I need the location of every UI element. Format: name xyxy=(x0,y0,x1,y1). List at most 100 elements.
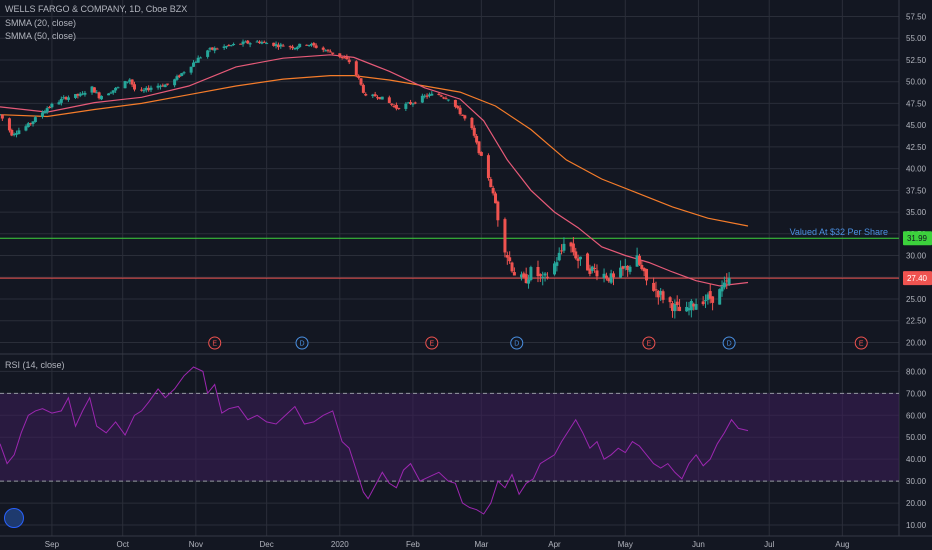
candle-body xyxy=(45,108,49,113)
candle-body xyxy=(128,79,132,82)
candle-body xyxy=(246,40,250,44)
candle-body xyxy=(123,81,127,89)
candle-body xyxy=(718,289,722,305)
rsi-band xyxy=(0,392,899,482)
candle-body xyxy=(486,155,490,179)
event-dividend-icon[interactable] xyxy=(510,336,524,350)
candle-body xyxy=(668,297,672,303)
candle-body xyxy=(444,98,448,100)
price-tick-label: 35.00 xyxy=(906,208,927,217)
candle-body xyxy=(274,44,278,47)
candle-body xyxy=(378,97,382,100)
candle-body xyxy=(116,87,120,89)
time-tick-label: Aug xyxy=(835,540,849,549)
candle-body xyxy=(293,47,297,50)
candle-body xyxy=(298,43,302,48)
candle-body xyxy=(628,266,632,272)
time-tick-label: Nov xyxy=(189,540,203,549)
time-tick-label: Oct xyxy=(116,540,129,549)
candle-body xyxy=(477,141,481,154)
candle-body xyxy=(276,44,280,48)
candle-body xyxy=(26,123,30,127)
candle-body xyxy=(149,87,153,90)
event-earnings-icon[interactable] xyxy=(642,336,656,350)
candle-body xyxy=(31,121,35,124)
rsi-tick-label: 60.00 xyxy=(906,411,927,420)
event-dividend-icon[interactable] xyxy=(722,336,736,350)
candle-body xyxy=(359,78,363,85)
rsi-line xyxy=(0,366,749,515)
candle-body xyxy=(255,41,259,43)
candle-body xyxy=(83,92,87,95)
candle-body xyxy=(262,41,266,43)
price-tick-label: 50.00 xyxy=(906,78,927,87)
candle-body xyxy=(512,272,516,276)
candle-body xyxy=(387,97,391,103)
candle-body xyxy=(708,291,712,299)
candle-body xyxy=(543,273,547,276)
candle-body xyxy=(66,97,70,100)
event-dividend-letter: D xyxy=(299,341,304,348)
candle-body xyxy=(678,306,682,312)
event-dividend-icon[interactable] xyxy=(295,336,309,350)
candle-body xyxy=(239,43,243,45)
rsi-tick-label: 40.00 xyxy=(906,455,927,464)
candle-body xyxy=(687,308,691,311)
candle-body xyxy=(392,105,396,107)
event-earnings-icon[interactable] xyxy=(854,336,868,350)
event-earnings-icon[interactable] xyxy=(208,336,222,350)
tradingview-logo-icon[interactable] xyxy=(4,508,24,528)
candle-body xyxy=(541,276,545,278)
candle-body xyxy=(479,152,483,156)
candle-body xyxy=(326,49,330,51)
candle-body xyxy=(635,255,639,267)
candle-body xyxy=(427,94,431,96)
moving-average-lines xyxy=(0,54,749,287)
candle-body xyxy=(529,267,533,280)
candle-body xyxy=(701,301,705,305)
candle-body xyxy=(460,114,464,116)
candle-body xyxy=(182,72,186,74)
candle-body xyxy=(652,282,656,291)
candle-body xyxy=(189,66,193,73)
candle-body xyxy=(475,136,479,143)
candle-body xyxy=(626,265,630,270)
candle-body xyxy=(670,303,674,311)
candle-body xyxy=(364,94,368,96)
candle-body xyxy=(553,263,557,275)
rsi-tick-label: 30.00 xyxy=(906,477,927,486)
candle-body xyxy=(689,300,693,311)
rsi-tick-label: 20.00 xyxy=(906,499,927,508)
candle-body xyxy=(711,296,715,303)
candle-body xyxy=(619,267,623,278)
candle-body xyxy=(199,57,203,59)
candle-body xyxy=(191,62,195,67)
candle-body xyxy=(48,107,52,109)
smma50-line xyxy=(0,75,749,227)
event-earnings-icon[interactable] xyxy=(425,336,439,350)
candle-body xyxy=(413,102,417,104)
candle-body xyxy=(260,42,264,44)
candle-body xyxy=(62,97,66,99)
candle-body xyxy=(439,95,443,97)
candle-body xyxy=(560,250,564,252)
candle-body xyxy=(161,85,165,87)
candle-body xyxy=(265,43,269,45)
candle-body xyxy=(557,252,561,261)
candle-body xyxy=(704,300,708,302)
candle-body xyxy=(177,75,181,77)
candle-body xyxy=(519,274,523,278)
candle-body xyxy=(222,46,226,49)
candle-body xyxy=(340,56,344,58)
candle-body xyxy=(180,73,184,76)
price-badge-label: 31.99 xyxy=(907,234,928,243)
candle-body xyxy=(59,98,63,103)
candle-body xyxy=(241,41,245,45)
candle-body xyxy=(706,294,710,300)
candle-body xyxy=(640,264,644,269)
candle-body xyxy=(390,103,394,105)
candle-body xyxy=(76,93,80,96)
candle-body xyxy=(602,273,606,279)
